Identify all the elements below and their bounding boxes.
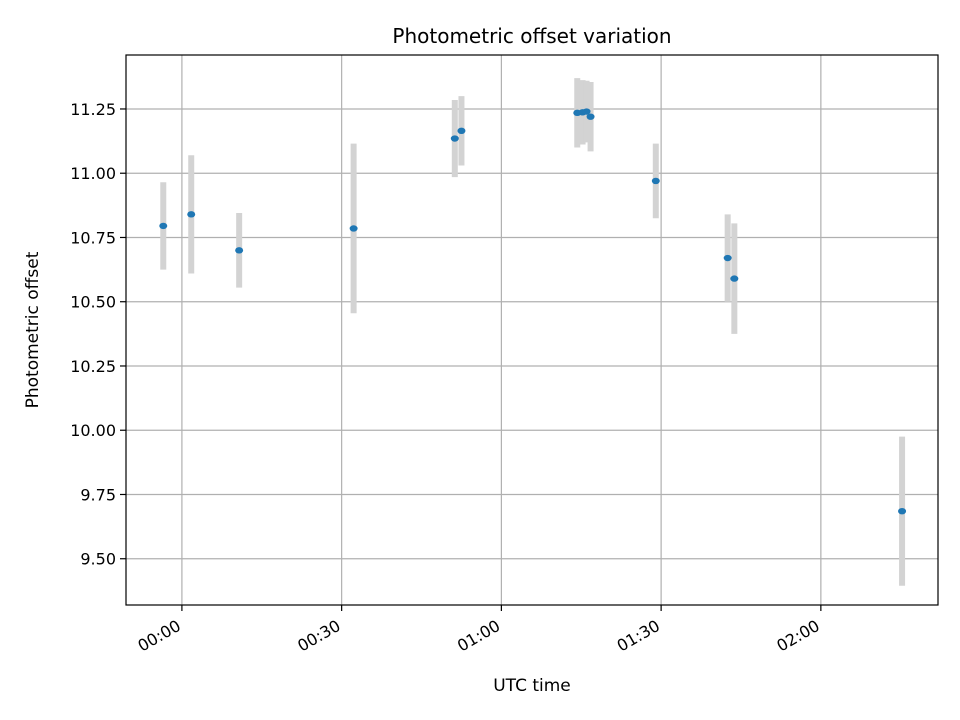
data-point	[235, 247, 244, 254]
y-axis: 9.50 9.75 10.00 10.25 10.50 10.75 11.00 11.25	[70, 100, 126, 569]
data-points	[159, 108, 907, 515]
data-point	[159, 222, 168, 230]
y-tick-label: 9.75	[80, 485, 116, 504]
y-tick-label: 9.50	[80, 550, 116, 569]
data-point	[730, 275, 739, 282]
data-point	[450, 135, 459, 142]
data-point	[898, 507, 907, 515]
plot-frame	[125, 54, 939, 606]
y-tick-label: 10.25	[70, 357, 116, 376]
data-point	[651, 177, 660, 185]
y-tick-label: 10.50	[70, 293, 116, 312]
data-point	[723, 254, 732, 262]
data-point	[349, 225, 358, 232]
data-point	[457, 127, 466, 135]
x-axis-title: UTC time	[493, 676, 571, 696]
grid	[126, 55, 938, 605]
data-point	[187, 211, 196, 218]
data-point	[582, 108, 591, 115]
y-tick-label: 11.25	[70, 100, 116, 119]
y-tick-label: 11.00	[70, 164, 116, 183]
data-point	[586, 113, 595, 120]
y-axis-title: Photometric offset	[23, 251, 43, 408]
y-tick-label: 10.75	[70, 228, 116, 247]
chart-title: Photometric offset variation	[392, 24, 671, 48]
y-tick-label: 10.00	[70, 421, 116, 440]
